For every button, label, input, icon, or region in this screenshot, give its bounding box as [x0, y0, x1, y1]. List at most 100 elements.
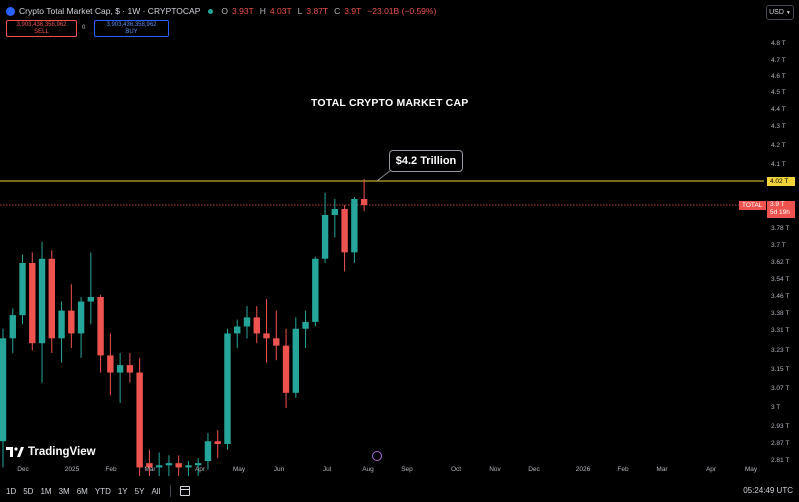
candle-body[interactable] [341, 209, 348, 253]
price-tick-label: 4.2 T [771, 142, 786, 149]
candle-body[interactable] [263, 333, 270, 339]
sell-button[interactable]: 3,903,436,358,962 SELL [6, 20, 77, 37]
ohlc-close-value: 3.9T [344, 6, 362, 16]
candle-body[interactable] [360, 199, 368, 205]
clock[interactable]: 05:24:49 UTC [743, 486, 793, 495]
timeframe-button-all[interactable]: All [151, 486, 161, 496]
candle-body[interactable] [312, 258, 319, 322]
toolbar-divider [170, 485, 172, 497]
timeframe-button-1d[interactable]: 1D [6, 486, 17, 496]
timeframe-button-3m[interactable]: 3M [58, 486, 70, 496]
candle-body[interactable] [29, 263, 36, 344]
candle-body[interactable] [195, 463, 202, 466]
candle-body[interactable] [146, 463, 153, 468]
candle-body[interactable] [68, 310, 75, 334]
buy-price: 3,903,436,358,962 [106, 22, 157, 28]
price-tick-label: 2.93 T [771, 423, 790, 430]
tradingview-mark-icon [6, 447, 24, 457]
price-tick-label: 3.07 T [771, 385, 790, 392]
bottom-toolbar: 1D 5D 1M 3M 6M YTD 1Y 5Y All 05:24:49 UTC [0, 480, 799, 502]
candle-body[interactable] [321, 215, 329, 259]
price-tick-label: 3.31 T [771, 327, 790, 334]
time-tick-label: Mar [144, 466, 156, 473]
crypto-logo-icon [6, 6, 15, 16]
candle-body[interactable] [282, 345, 290, 393]
candle-body[interactable] [351, 199, 358, 253]
price-tick-label: 3.23 T [771, 347, 790, 354]
price-tick-label: 2.81 T [771, 457, 790, 464]
price-tick-label: 4.4 T [771, 106, 786, 113]
ohlc-close-key: C [334, 6, 341, 16]
buy-label: BUY [125, 29, 138, 35]
candle-body[interactable] [234, 326, 241, 334]
replay-icon[interactable] [372, 451, 382, 461]
ohlc-high-value: 4.03T [269, 6, 292, 16]
candle-body[interactable] [136, 372, 143, 468]
price-tick-label: 4.5 T [771, 89, 786, 96]
market-status-icon [208, 8, 214, 14]
price-tick-label: 3.78 T [771, 225, 790, 232]
candle-body[interactable] [126, 365, 134, 373]
timeframe-button-5d[interactable]: 5D [23, 486, 34, 496]
time-tick-label: Jul [322, 466, 332, 473]
candle-body[interactable] [116, 365, 124, 373]
time-tick-label: May [744, 466, 758, 473]
time-tick-label: Feb [105, 466, 117, 473]
time-tick-label: Jun [273, 466, 285, 473]
current-symbol-tag: TOTAL [739, 201, 766, 210]
candle-body[interactable] [331, 209, 339, 215]
candle-body[interactable] [87, 297, 95, 302]
calendar-icon[interactable] [180, 486, 191, 496]
candle-body[interactable] [9, 315, 16, 339]
callout-connector [376, 169, 392, 182]
current-price-tag: 3.9 T 5d 19h [767, 201, 795, 218]
timeframe-button-5y[interactable]: 5Y [134, 486, 145, 496]
timeframe-button-1m[interactable]: 1M [40, 486, 52, 496]
price-tick-label: 4.1 T [771, 161, 786, 168]
time-tick-label: Dec [528, 466, 540, 473]
candle-body[interactable] [273, 338, 280, 346]
candle-body[interactable] [224, 333, 231, 444]
candles-layer [0, 179, 368, 476]
price-tick-label: 4.3 T [771, 123, 786, 130]
time-tick-label: 2025 [64, 466, 80, 473]
symbol-title[interactable]: Crypto Total Market Cap, $ · 1W · CRYPTO… [19, 6, 201, 16]
candle-body[interactable] [155, 465, 163, 468]
price-callout[interactable]: $4.2 Trillion [389, 150, 463, 172]
chart-annotation-title[interactable]: TOTAL CRYPTO MARKET CAP [311, 97, 469, 109]
candle-body[interactable] [38, 258, 46, 344]
candle-body[interactable] [185, 465, 192, 468]
candle-body[interactable] [204, 441, 212, 461]
candle-body[interactable] [107, 355, 114, 373]
candle-body[interactable] [302, 321, 309, 329]
candle-body[interactable] [0, 338, 7, 442]
candle-body[interactable] [165, 463, 173, 466]
time-tick-label: May [232, 466, 246, 473]
timeframe-button-1y[interactable]: 1Y [117, 486, 128, 496]
chevron-down-icon: ▼ [785, 9, 791, 16]
ohlc-open-value: 3.93T [232, 6, 254, 16]
ohlc-change-value: −23.01B (−0.59%) [367, 6, 437, 16]
price-tick-label: 3 T [771, 404, 781, 411]
tradingview-logo[interactable]: TradingView [6, 446, 96, 458]
time-tick-label: Aug [362, 466, 374, 473]
time-tick-label: Apr [194, 466, 206, 473]
currency-selector[interactable]: USD ▼ [766, 5, 794, 20]
buy-button[interactable]: 3,903,436,358,962 BUY [94, 20, 169, 37]
symbol-header: Crypto Total Market Cap, $ · 1W · CRYPTO… [6, 6, 438, 16]
spread-value: 0 [82, 25, 86, 31]
candle-body[interactable] [253, 317, 260, 334]
candle-body[interactable] [214, 441, 221, 444]
candle-body[interactable] [19, 263, 26, 316]
timeframe-button-6m[interactable]: 6M [76, 486, 88, 496]
candle-body[interactable] [243, 317, 251, 327]
timeframe-button-ytd[interactable]: YTD [94, 486, 111, 496]
ohlc-low-value: 3.87T [306, 6, 329, 16]
candle-body[interactable] [48, 258, 55, 339]
candle-body[interactable] [97, 297, 104, 356]
candle-body[interactable] [175, 463, 182, 468]
candle-body[interactable] [292, 328, 299, 393]
candle-body[interactable] [58, 310, 65, 339]
candle-body[interactable] [77, 301, 85, 334]
